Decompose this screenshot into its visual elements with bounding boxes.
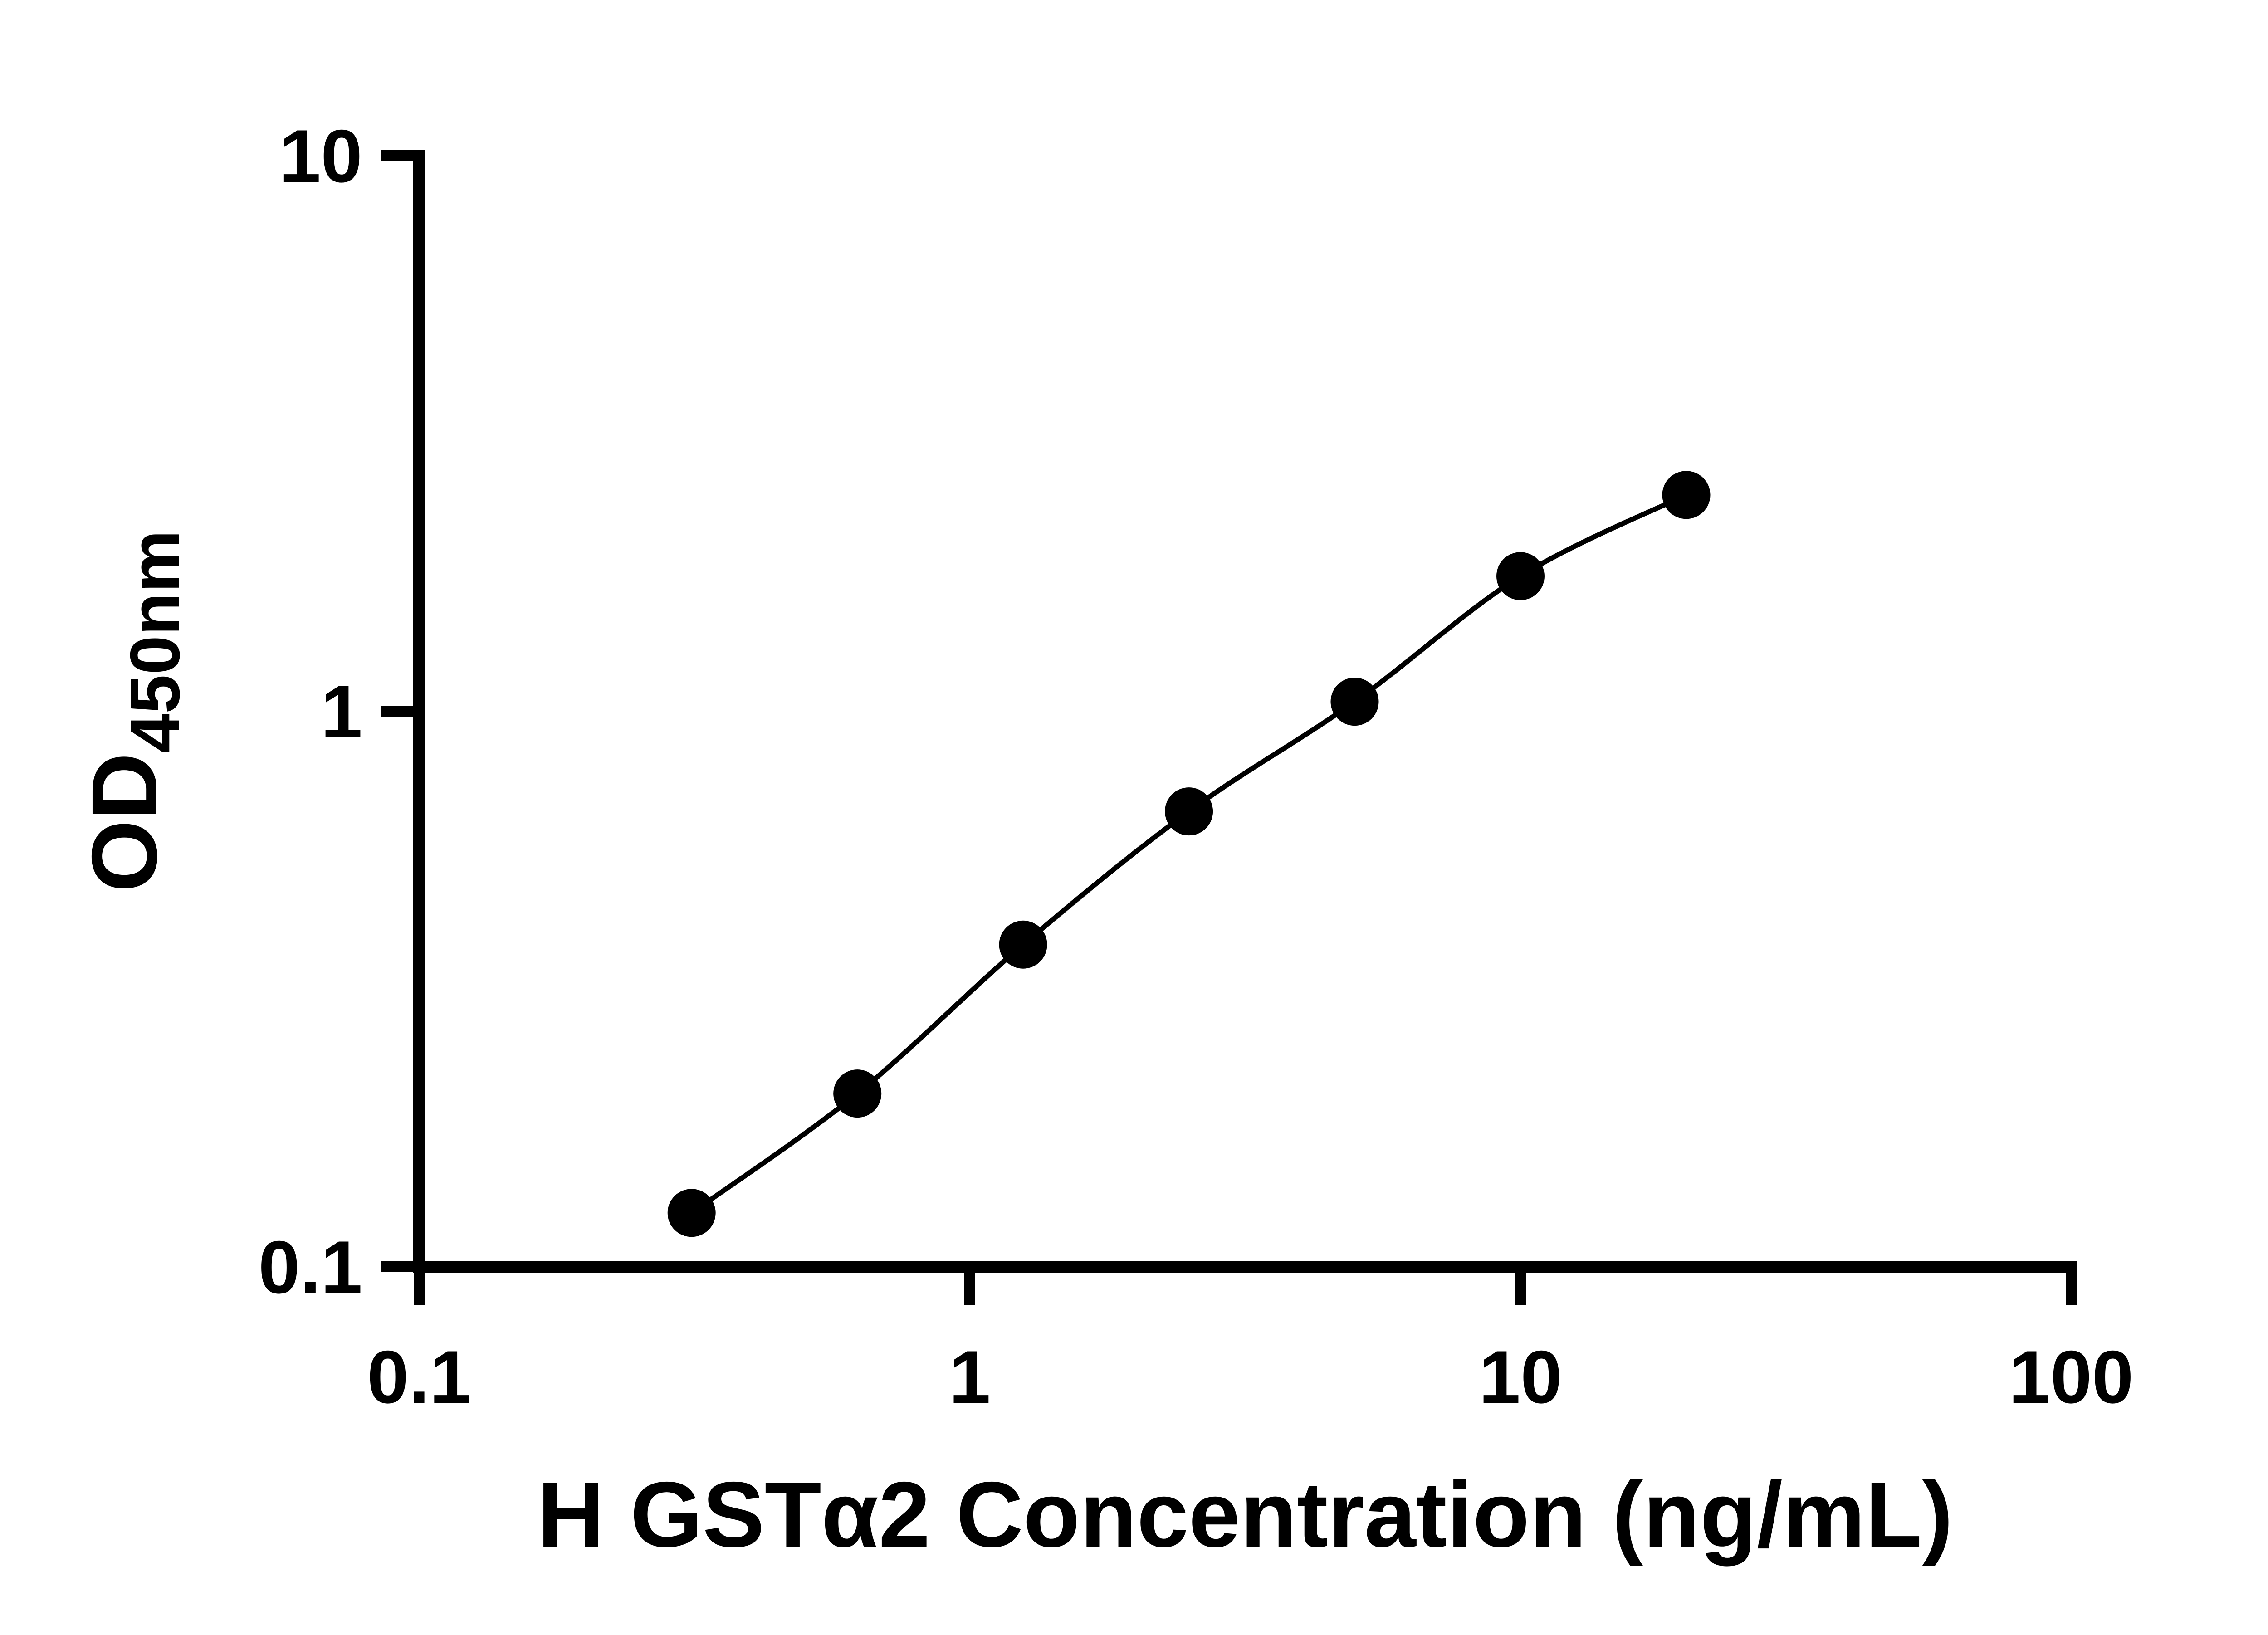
data-point: [1662, 471, 1711, 519]
data-point: [999, 920, 1047, 969]
x-tick-label: 1: [949, 1335, 991, 1419]
data-point: [1330, 678, 1379, 726]
y-axis-ticks: 0.1 1 10: [259, 114, 419, 1309]
x-axis-ticks: 0.1 1 10 100: [367, 1267, 2134, 1419]
axis-spine: [413, 150, 2077, 1273]
data-point: [1496, 552, 1545, 600]
y-axis-title-subscript: 450nm: [116, 530, 194, 753]
y-tick-label: 10: [279, 114, 362, 198]
y-tick-label: 1: [321, 670, 362, 753]
y-axis-title: OD450nm: [73, 530, 194, 893]
x-tick-label: 100: [2009, 1335, 2133, 1419]
x-tick-label: 10: [1479, 1335, 1562, 1419]
data-point: [667, 1189, 716, 1237]
x-axis-title: H GSTα2 Concentration (ng/mL): [537, 1463, 1953, 1567]
y-axis-title-main: OD: [73, 753, 176, 893]
data-point: [1165, 787, 1213, 836]
axes: [413, 150, 2077, 1273]
y-tick-label: 0.1: [259, 1225, 362, 1309]
data-point: [833, 1069, 882, 1118]
x-tick-label: 0.1: [367, 1335, 471, 1419]
data-series: [667, 471, 1711, 1237]
